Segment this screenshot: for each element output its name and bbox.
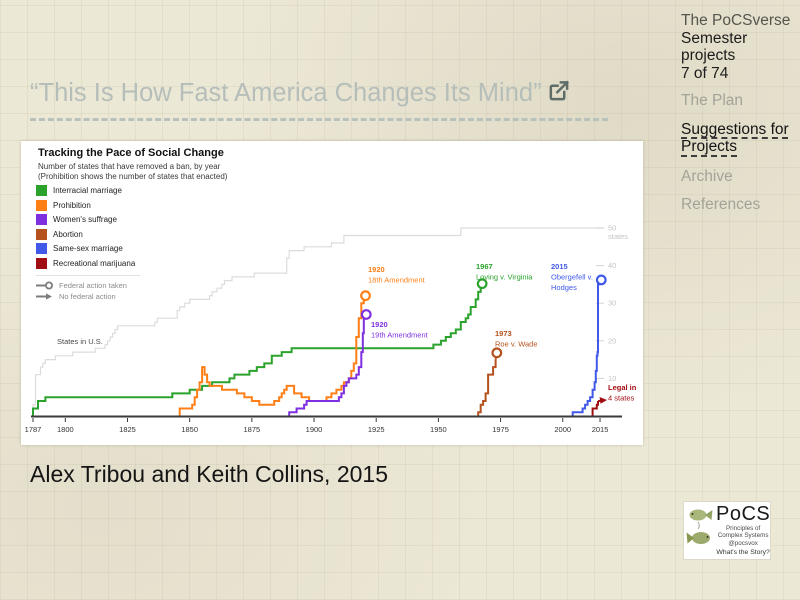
- external-link-icon: [547, 79, 570, 109]
- series-annotation: Legal in 4 states: [608, 383, 637, 403]
- chart-title: Tracking the Pace of Social Change: [38, 147, 224, 159]
- y-tick-label: 30: [608, 299, 616, 308]
- pocs-logo[interactable]: PoCS Principles of Complex Systems @pocs…: [683, 501, 771, 560]
- series-line: [288, 314, 365, 416]
- chart-legend: Interracial marriage Prohibition Women's s…: [36, 185, 135, 273]
- legend-label: Prohibition: [53, 200, 91, 210]
- x-tick-label: 1900: [306, 425, 323, 434]
- federal-action-marker: [360, 290, 371, 302]
- circle-icon: [36, 281, 54, 290]
- legend-item: Women's suffrage: [36, 214, 135, 226]
- series-annotation: 1973 Roe v. Wade: [495, 329, 538, 349]
- x-tick-label: 1800: [57, 425, 74, 434]
- x-tick-label: 1925: [368, 425, 385, 434]
- legend-swatch: [36, 199, 47, 211]
- x-tick-label: 1950: [430, 425, 447, 434]
- chart-panel: 10 20 30 40 50 states 1967 Loving v. Virginia 19…: [21, 141, 643, 445]
- legend-swatch: [36, 214, 47, 226]
- y-tick-label: 10: [608, 374, 616, 383]
- no-federal-action-arrow: [599, 396, 608, 404]
- action-key-label: Federal action taken: [59, 281, 127, 290]
- sidebar-nav: The PoCSverse Semester projects 7 of 74 …: [681, 12, 797, 214]
- chart-subtitle-line1: Number of states that have removed a ban…: [38, 162, 221, 171]
- legend-item: Same-sex marriage: [36, 243, 135, 255]
- sidebar-item-archive[interactable]: Archive: [681, 167, 733, 185]
- legend-label: Same-sex marriage: [53, 244, 123, 254]
- y-tick-label: 40: [608, 261, 616, 270]
- chart-subtitle-line2: (Prohibition shows the number of states …: [38, 172, 228, 181]
- states-in-us-label: States in U.S.: [57, 337, 103, 346]
- series-annotation: 1967 Loving v. Virginia: [476, 262, 533, 282]
- pocs-logo-handle: @pocsvox: [728, 540, 758, 548]
- arrow-icon: [36, 292, 54, 301]
- federal-action-key: Federal action taken No federal action: [36, 275, 140, 303]
- x-tick-label: 1787: [25, 425, 42, 434]
- sidebar-series-title: The PoCSverse: [681, 12, 791, 29]
- legend-swatch: [36, 243, 47, 255]
- legend-label: Women's suffrage: [53, 215, 117, 225]
- legend-swatch: [36, 228, 47, 240]
- x-tick-label: 2015: [592, 425, 609, 434]
- federal-action-marker: [360, 309, 372, 320]
- legend-swatch: [36, 185, 47, 196]
- sidebar-item-suggestions-for-projects[interactable]: Suggestions for Projects: [681, 120, 789, 156]
- pocs-logo-line2: Complex Systems: [717, 532, 769, 540]
- legend-item: Prohibition: [36, 199, 135, 211]
- pocs-logo-text: PoCS Principles of Complex Systems @pocs…: [716, 504, 770, 557]
- action-key-item: Federal action taken: [36, 281, 140, 290]
- action-key-label: No federal action: [59, 292, 116, 301]
- sidebar-deck-title: Semester projects: [681, 29, 748, 65]
- x-tick-label: 1825: [119, 425, 136, 434]
- pocs-logo-tagline: What's the Story?: [716, 549, 770, 557]
- pocs-logo-title: PoCS: [716, 503, 771, 526]
- y-max-units: states: [608, 232, 628, 241]
- series-annotation: 1920 19th Amendment: [371, 320, 429, 340]
- legend-label: Recreational marijuana: [53, 258, 136, 268]
- series-annotation: 1920 18th Amendment: [368, 265, 426, 285]
- y-max-label: 50: [608, 224, 616, 233]
- legend-swatch: [36, 257, 47, 269]
- y-tick-label: 20: [608, 336, 616, 345]
- x-tick-label: 1975: [492, 425, 509, 434]
- fish-logo-icon: [686, 504, 716, 557]
- federal-action-marker: [476, 278, 488, 290]
- legend-item: Recreational marijuana: [36, 257, 136, 269]
- series-annotation: 2015 Obergefell v. Hodges: [551, 262, 593, 292]
- series-line: [571, 278, 601, 416]
- x-tick-label: 1875: [244, 425, 261, 434]
- sidebar-item-references[interactable]: References: [681, 196, 761, 213]
- federal-action-marker: [595, 274, 607, 286]
- legend-item: Interracial marriage: [36, 185, 135, 196]
- legend-label: Abortion: [53, 229, 83, 239]
- x-tick-label: 2000: [554, 425, 571, 434]
- x-tick-label: 1850: [181, 425, 198, 434]
- sidebar-page-indicator: 7 of 74: [681, 64, 729, 82]
- legend-item: Abortion: [36, 228, 135, 240]
- action-key-item: No federal action: [36, 292, 140, 301]
- sidebar-item-the-plan[interactable]: The Plan: [681, 92, 744, 109]
- series-line: [32, 288, 482, 416]
- pocs-logo-line1: Principles of: [725, 524, 761, 532]
- chart-subtitle: Number of states that have removed a ban…: [38, 162, 227, 182]
- us-states-line: [32, 227, 603, 416]
- series-line: [591, 401, 599, 416]
- article-title-text: “This Is How Fast America Changes Its Mi…: [30, 79, 542, 107]
- legend-label: Interracial marriage: [53, 186, 122, 195]
- series-line: [477, 359, 497, 416]
- attribution-caption: Alex Tribou and Keith Collins, 2015: [30, 461, 388, 487]
- federal-action-marker: [491, 347, 503, 359]
- article-title-link[interactable]: “This Is How Fast America Changes Its Mi…: [30, 79, 608, 121]
